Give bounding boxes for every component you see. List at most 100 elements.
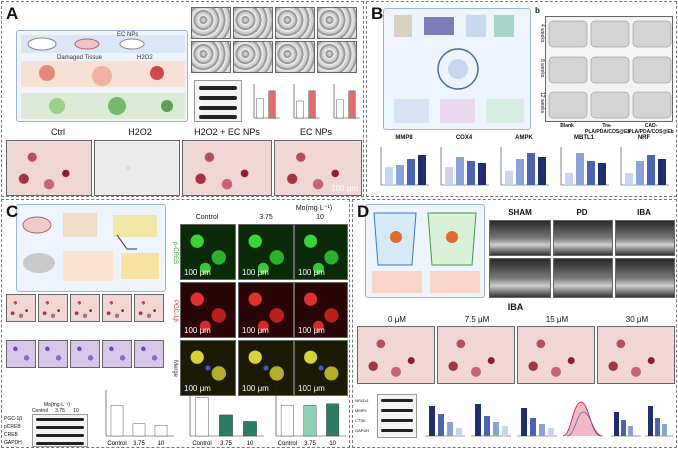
tick-label: 10 xyxy=(329,441,336,447)
tick-label: 3.75 xyxy=(220,441,232,447)
culture-label-ctrl: Ctrl xyxy=(51,127,65,137)
bar xyxy=(195,397,209,437)
panel-c-label: C xyxy=(6,202,19,221)
panel-a: A Damaged Tissue H2O2 EC NPs xyxy=(1,1,364,197)
fluor-green-375: 100 μm xyxy=(238,224,294,280)
stain-image xyxy=(70,340,100,368)
panel-c: C Mo(mg·L⁻¹) Control 3.75 10 xyxy=(1,199,350,448)
stain-image xyxy=(102,340,132,368)
sem-image-3 xyxy=(275,7,315,39)
blot-d-label-nfatc1: NFATc1 xyxy=(355,398,369,403)
tick-label: Control xyxy=(192,441,211,447)
tick-label: 10 xyxy=(158,441,165,447)
schematic-b xyxy=(383,8,531,130)
blot-label-pcreb: pCREB xyxy=(4,424,21,430)
schematic-label-ecnps: EC NPs xyxy=(117,32,139,38)
blot-band xyxy=(36,434,84,437)
blot-label-creb: CREB xyxy=(4,432,18,438)
western-blot-c xyxy=(32,414,88,447)
ct-image-iba-1 xyxy=(615,220,675,256)
scale-bar-label: 100 μm xyxy=(184,384,211,393)
row-label-12w: 12 weeks xyxy=(539,92,545,114)
schematic-label-damaged: Damaged Tissue xyxy=(57,55,103,61)
schematic-c-svg xyxy=(22,213,159,281)
culture-label-ecnps: EC NPs xyxy=(299,127,332,137)
ct-label-iba: IBA xyxy=(637,208,651,217)
chart-c-2: Control 3.75 10 xyxy=(189,390,264,447)
row-label-8w: 8 weeks xyxy=(539,58,545,78)
blot-conc-control: Control xyxy=(31,408,49,414)
conc-header: Mo(mg·L⁻¹) xyxy=(295,205,333,212)
bar xyxy=(348,90,356,119)
culture-label-h2o2: H2O2 xyxy=(128,127,152,137)
stain-image xyxy=(134,340,164,368)
row-label-merge: Merge xyxy=(172,360,178,378)
culture-image-h2o2-ecnps xyxy=(182,140,272,196)
blot-d-label-mmp9: MMP9 xyxy=(355,408,367,413)
blot-header: Mo(mg·L⁻¹) xyxy=(44,402,70,408)
bar xyxy=(256,98,264,119)
chart-title-nrf: NRF xyxy=(637,135,651,141)
blot-band xyxy=(199,115,237,119)
blot-band xyxy=(36,442,84,445)
conc-label-15: 15 μM xyxy=(545,315,569,324)
chart-axis xyxy=(275,390,346,437)
panel-b-sub-label: b xyxy=(535,6,540,15)
stain-image xyxy=(134,294,164,322)
sem-image-2 xyxy=(233,7,273,39)
sem-image-7 xyxy=(275,41,315,73)
group-label-cad: CAD-PLA/PDA/COS@Eb xyxy=(628,123,674,135)
tick-label: 3.75 xyxy=(133,441,145,447)
schematic-c xyxy=(16,204,166,292)
blot-band xyxy=(381,399,413,402)
blot-label-pgc: PGC-1β xyxy=(4,416,23,422)
chart-title-cox4: COX4 xyxy=(455,135,473,141)
fluor-red-control: 100 μm xyxy=(180,282,236,338)
sem-image-5 xyxy=(191,41,231,73)
chart-a-2 xyxy=(293,84,320,119)
stain-image xyxy=(102,294,132,322)
mini-chart-4 xyxy=(611,412,641,437)
b-bar-charts xyxy=(380,147,669,186)
chart-a-3 xyxy=(333,84,360,119)
culture-image-ecnps: 100 μm xyxy=(274,140,362,196)
bone-grid xyxy=(545,16,673,122)
panel-b: B b 4 weeks 8 weeks 12 weeks xyxy=(366,1,677,197)
chart-a-1 xyxy=(253,84,280,119)
trap-image-0 xyxy=(357,326,435,384)
schematic-b-svg xyxy=(394,15,524,123)
chart-axis xyxy=(189,390,264,437)
bar xyxy=(326,403,340,437)
fluor-merge-375: 100 μm xyxy=(238,340,294,396)
sem-image-6 xyxy=(233,41,273,73)
fluor-merge-control: 100 μm xyxy=(180,340,236,396)
bar xyxy=(308,90,316,119)
western-blot-a xyxy=(194,80,242,122)
chart-legend-ns: ns xyxy=(306,386,314,392)
culture-label-h2o2-ecnps: H2O2 + EC NPs xyxy=(194,127,260,137)
chart-c-3: Control 3.75 10 xyxy=(275,390,346,447)
culture-image-ctrl xyxy=(6,140,92,196)
bar xyxy=(243,421,257,437)
conc-label-75: 7.5 μM xyxy=(464,315,490,324)
chart-title-ampk: AMPK xyxy=(515,135,533,141)
scale-bar-label: 100 μm xyxy=(184,268,211,277)
panel-d: D SHAM PD IBA IBA 0 μM 7.5 μM 15 μM xyxy=(352,199,677,448)
bar xyxy=(280,405,294,437)
tick-label: 10 xyxy=(247,441,254,447)
scale-bar-label: 100 μm xyxy=(298,384,325,393)
bar xyxy=(132,423,146,437)
blot-conc-10: 10 xyxy=(73,408,79,414)
schematic-label-h2o2: H2O2 xyxy=(137,55,153,61)
scale-bar-label: 100 μm xyxy=(331,184,358,193)
chart-title-mmp8: MMP8 xyxy=(395,135,413,141)
blot-band xyxy=(381,409,413,412)
scale-bar-label: 100 μm xyxy=(242,384,269,393)
schematic-diagram: Damaged Tissue H2O2 EC NPs xyxy=(16,30,188,122)
chart-b-2 xyxy=(440,147,489,186)
ct-image-sham-1 xyxy=(489,220,551,256)
ct-label-sham: SHAM xyxy=(508,208,532,217)
chart-title-mbtl1: MBTL1 xyxy=(574,135,594,141)
panel-d-label: D xyxy=(357,202,370,221)
scale-bar-label: 100 μm xyxy=(298,268,325,277)
